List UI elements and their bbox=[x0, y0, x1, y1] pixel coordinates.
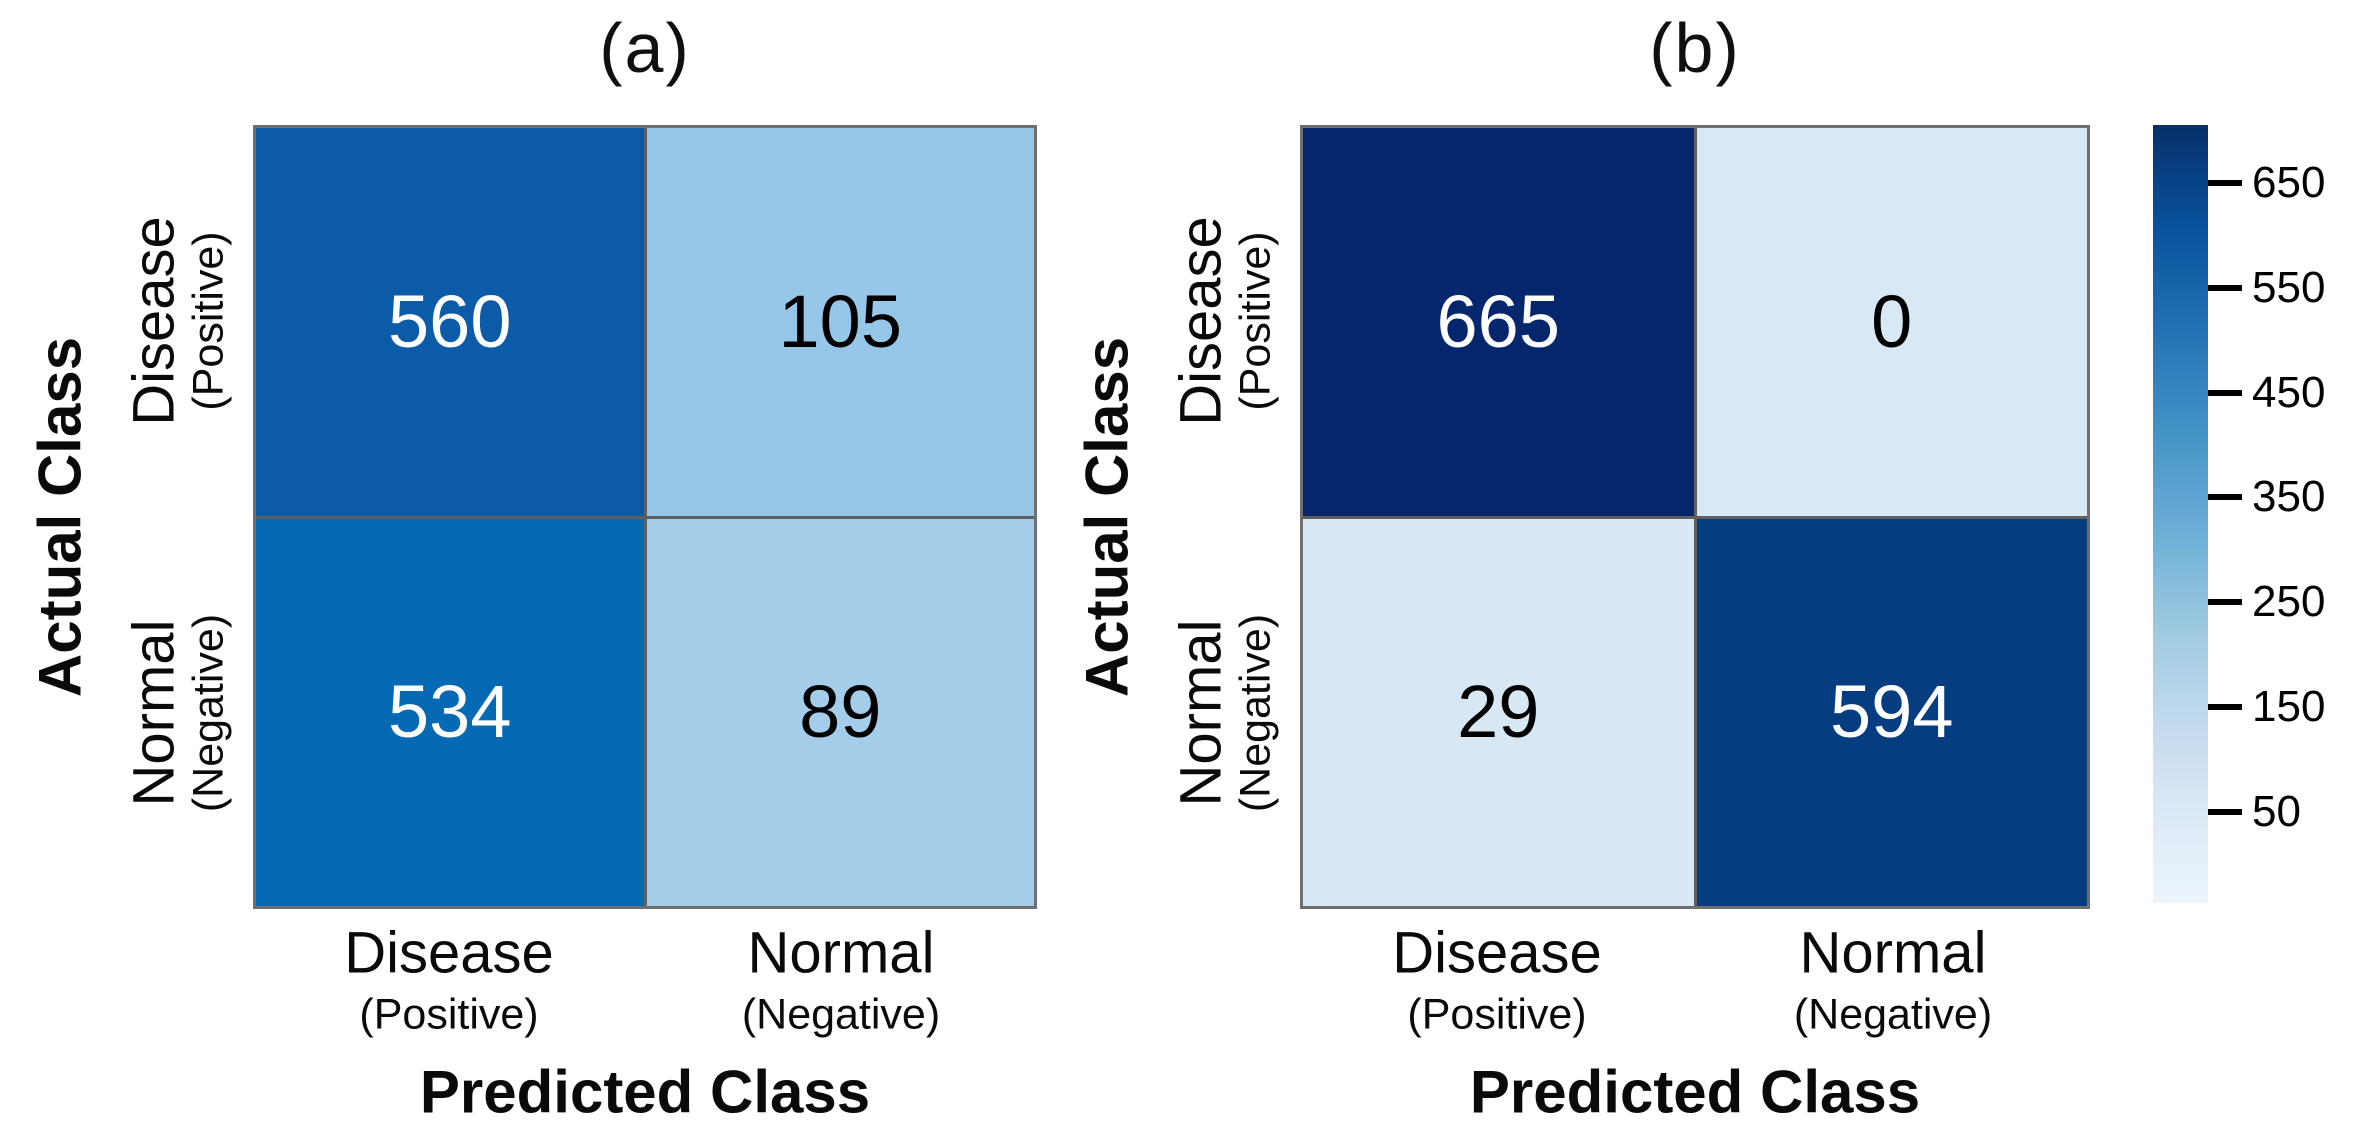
matrix-b-cell-fn: 0 bbox=[1696, 128, 2087, 516]
colorbar-tick-50: 50 bbox=[2208, 787, 2301, 837]
matrix-a-cell-tp: 560 bbox=[256, 128, 644, 516]
panel-b-y-axis-title: Actual Class bbox=[1073, 336, 1141, 698]
colorbar-gradient bbox=[2153, 125, 2208, 903]
matrix-b-cell-tp: 665 bbox=[1303, 128, 1694, 516]
tick-label: 250 bbox=[2252, 577, 2326, 626]
matrix-a-cell-fp: 534 bbox=[256, 518, 644, 906]
panel-a-col0-sublabel: (Positive) bbox=[359, 990, 539, 1039]
panel-a-row0-label: Disease bbox=[121, 216, 187, 426]
tick-mark bbox=[2208, 809, 2242, 815]
tick-mark bbox=[2208, 494, 2242, 500]
colorbar-tick-550: 550 bbox=[2208, 263, 2325, 313]
cell-value: 105 bbox=[778, 279, 902, 363]
colorbar-tick-250: 250 bbox=[2208, 577, 2325, 627]
panel-a-y-axis-title: Actual Class bbox=[26, 336, 94, 698]
panel-a-row0-sublabel: (Positive) bbox=[184, 231, 233, 411]
colorbar-tick-350: 350 bbox=[2208, 472, 2325, 522]
panel-b-row1-sublabel: (Negative) bbox=[1231, 613, 1280, 813]
tick-label: 650 bbox=[2252, 158, 2326, 207]
tick-label: 450 bbox=[2252, 368, 2326, 417]
tick-mark bbox=[2208, 285, 2242, 291]
matrix-b-cell-fp: 29 bbox=[1303, 518, 1694, 906]
panel-a-col1-label: Normal bbox=[747, 920, 935, 986]
panel-a-x-axis-title: Predicted Class bbox=[419, 1058, 871, 1126]
matrix-a-cell-fn: 105 bbox=[646, 128, 1034, 516]
tick-mark bbox=[2208, 599, 2242, 605]
panel-a-col0-label: Disease bbox=[344, 920, 554, 986]
colorbar-tick-450: 450 bbox=[2208, 368, 2325, 418]
tick-label: 50 bbox=[2252, 787, 2301, 836]
colorbar-tick-650: 650 bbox=[2208, 158, 2325, 208]
matrix-b-cell-tn: 594 bbox=[1696, 518, 2087, 906]
panel-b-row0-label: Disease bbox=[1168, 216, 1234, 426]
panel-b-row0-sublabel: (Positive) bbox=[1231, 231, 1280, 411]
panel-a-row1-label: Normal bbox=[121, 619, 187, 807]
panel-b-col0-sublabel: (Positive) bbox=[1407, 990, 1587, 1039]
matrix-a-cell-tn: 89 bbox=[646, 518, 1034, 906]
tick-mark bbox=[2208, 180, 2242, 186]
tick-label: 550 bbox=[2252, 263, 2326, 312]
panel-b-title: (b) bbox=[1649, 9, 1741, 87]
panel-a-col1-sublabel: (Negative) bbox=[741, 990, 941, 1039]
cell-value: 534 bbox=[388, 670, 512, 754]
tick-mark bbox=[2208, 704, 2242, 710]
cell-value: 665 bbox=[1436, 279, 1560, 363]
panel-b-x-axis-title: Predicted Class bbox=[1469, 1058, 1921, 1126]
tick-label: 150 bbox=[2252, 682, 2326, 731]
cell-value: 29 bbox=[1457, 670, 1540, 754]
cell-value: 0 bbox=[1871, 279, 1913, 363]
panel-b-col1-label: Normal bbox=[1799, 920, 1987, 986]
tick-mark bbox=[2208, 390, 2242, 396]
cell-value: 594 bbox=[1830, 670, 1954, 754]
confusion-matrix-b: 665 0 29 594 bbox=[1300, 125, 2090, 909]
confusion-matrix-a: 560 105 534 89 bbox=[253, 125, 1037, 909]
tick-label: 350 bbox=[2252, 472, 2326, 521]
cell-value: 89 bbox=[799, 670, 882, 754]
colorbar-tick-150: 150 bbox=[2208, 682, 2325, 732]
cell-value: 560 bbox=[388, 279, 512, 363]
panel-b-col1-sublabel: (Negative) bbox=[1793, 990, 1993, 1039]
panel-a-title: (a) bbox=[599, 9, 691, 87]
panel-a-row1-sublabel: (Negative) bbox=[184, 613, 233, 813]
panel-b-col0-label: Disease bbox=[1392, 920, 1602, 986]
panel-b-row1-label: Normal bbox=[1168, 619, 1234, 807]
